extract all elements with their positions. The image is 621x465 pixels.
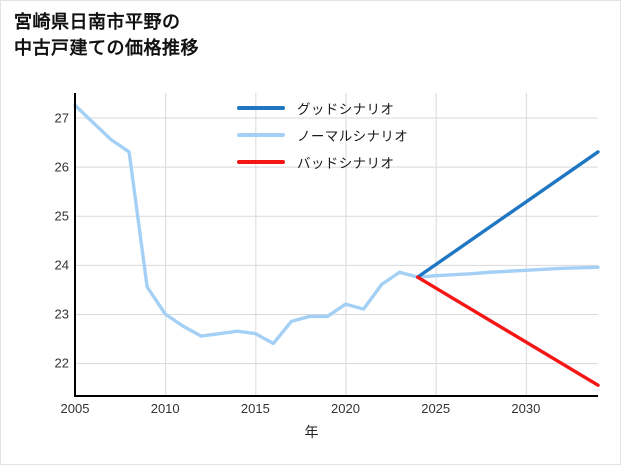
legend-item[interactable]: バッドシナリオ: [237, 148, 408, 175]
y-axis-line: [74, 93, 76, 397]
legend-color-swatch: [237, 132, 285, 137]
legend-item[interactable]: グッドシナリオ: [237, 94, 408, 121]
y-axis-tick-label: 23: [54, 306, 69, 322]
chart-title: 宮崎県日南市平野の 中古戸建ての価格推移: [14, 12, 199, 58]
x-axis-title: 年: [304, 424, 319, 440]
series-line: [415, 275, 600, 387]
x-axis-tick-label: 2010: [150, 401, 180, 416]
legend-color-swatch: [237, 105, 285, 110]
plot-area: [73, 93, 600, 396]
series-line: [73, 103, 600, 346]
series-line: [415, 150, 600, 279]
x-axis-tick-label: 2025: [421, 401, 451, 416]
legend-item[interactable]: ノーマルシナリオ: [237, 121, 408, 148]
y-axis-tick-label: 26: [54, 159, 69, 175]
legend-item-label: ノーマルシナリオ: [297, 128, 409, 144]
x-axis-tick-label: 2020: [331, 401, 360, 416]
y-axis-tick-label: 27: [54, 110, 69, 126]
legend-color-swatch: [237, 159, 285, 164]
y-axis-tick-label: 24: [54, 257, 69, 273]
legend-item-label: バッドシナリオ: [297, 155, 395, 171]
x-axis-tick-label: 2015: [240, 401, 270, 416]
legend-item-label: グッドシナリオ: [297, 101, 395, 117]
x-axis-line: [74, 395, 598, 397]
grid-layer: [75, 93, 598, 396]
series-layer: [73, 103, 600, 387]
x-axis-tick-label: 2030: [511, 401, 541, 416]
y-axis-tick-label: 22: [54, 355, 69, 371]
chart-legend: グッドシナリオ ノーマルシナリオ バッドシナリオ: [237, 94, 408, 175]
y-axis-tick-label: 25: [54, 208, 69, 224]
x-axis-tick-label: 2005: [60, 401, 90, 416]
